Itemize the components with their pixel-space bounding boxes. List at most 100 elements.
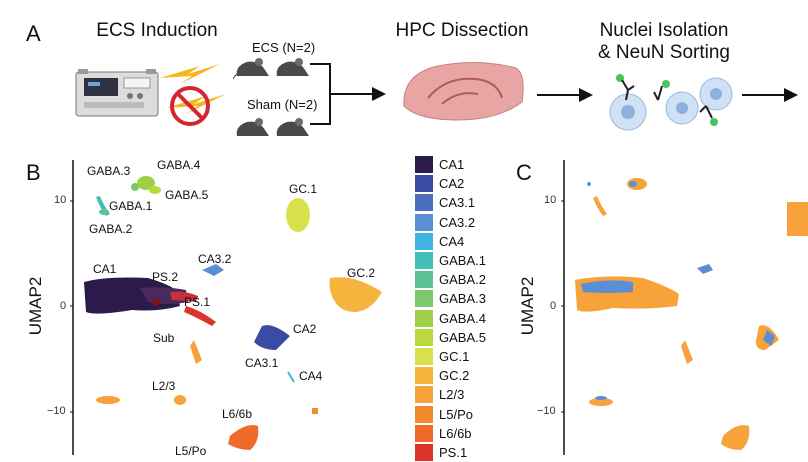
legend-label: GABA.3 xyxy=(439,291,486,307)
legend-label: PS.1 xyxy=(439,445,468,460)
panel-c-letter: C xyxy=(516,160,532,185)
cluster-label-sub: Sub xyxy=(153,331,175,345)
tick-label-b: 10 xyxy=(54,194,67,206)
legend-label: L6/6b xyxy=(439,425,472,441)
cluster-label-ca31: CA3.1 xyxy=(245,356,279,370)
cluster-ca32 xyxy=(202,264,224,276)
cluster-gc2 xyxy=(329,277,382,312)
hpc-dissection-title: HPC Dissection xyxy=(395,20,529,41)
legend-item: CA3.2 xyxy=(415,213,475,232)
cluster-l23 xyxy=(190,340,202,364)
tick-label-b: −10 xyxy=(47,405,66,417)
legend-item: GABA.3 xyxy=(415,289,486,308)
legend-item: GABA.5 xyxy=(415,328,486,347)
tick-label-c: −10 xyxy=(537,405,556,417)
cluster-label-ca1: CA1 xyxy=(93,262,117,276)
cluster-label-gc2: GC.2 xyxy=(347,266,376,280)
legend-swatch xyxy=(415,194,433,212)
legend-item: GC.1 xyxy=(415,347,469,366)
legend-label: CA4 xyxy=(439,233,465,249)
legend-label: GABA.2 xyxy=(439,272,486,288)
legend-item: PS.1 xyxy=(415,443,467,462)
legend-item: CA1 xyxy=(415,155,464,174)
cluster-gaba3 xyxy=(131,183,139,191)
legend-label: CA3.1 xyxy=(439,195,476,211)
legend-label: GABA.5 xyxy=(439,329,486,345)
umap-axis-c xyxy=(561,160,565,455)
legend-label: L5/Po xyxy=(439,406,473,422)
cluster-label-gaba3: GABA.3 xyxy=(87,164,131,178)
hippocampus-illustration xyxy=(403,61,524,121)
legend-swatch xyxy=(415,271,433,289)
legend-swatch xyxy=(415,328,433,346)
cluster-label-ca32: CA3.2 xyxy=(198,252,232,266)
mouse-icon xyxy=(233,58,309,80)
umap-axis-b xyxy=(70,160,74,455)
legend-label: GC.1 xyxy=(439,349,470,364)
cluster-l5po xyxy=(312,408,318,414)
legend-label: CA1 xyxy=(439,157,465,172)
legend-item: CA4 xyxy=(415,232,464,251)
cluster-label-gaba5: GABA.5 xyxy=(165,188,209,202)
neun-sorting-title: & NeuN Sorting xyxy=(597,42,730,63)
legend-item: L2/3 xyxy=(415,385,464,404)
lightning-bolt-icon xyxy=(160,64,226,114)
legend-swatch xyxy=(415,348,433,365)
legend-label: GC.2 xyxy=(439,368,470,384)
legend-swatch xyxy=(415,367,433,385)
arrow-icon xyxy=(537,88,593,102)
cluster-sub xyxy=(152,298,160,306)
merge-bracket xyxy=(310,63,386,125)
legend-label: GABA.4 xyxy=(439,310,486,326)
cluster-gc1 xyxy=(286,198,310,232)
cluster-label-ps2: PS.2 xyxy=(152,270,179,284)
arrow-icon xyxy=(742,88,798,102)
sham-group-label: Sham (N=2) xyxy=(247,97,318,112)
tick-label-c: 10 xyxy=(544,194,557,206)
nuclei-isolation-title: Nuclei Isolation xyxy=(599,20,729,41)
legend-item: CA3.1 xyxy=(415,193,475,212)
nuclei-illustration xyxy=(609,74,733,131)
cluster-gaba4 xyxy=(137,176,155,190)
legend-swatch xyxy=(415,405,433,423)
cluster-ps1 xyxy=(184,306,216,326)
legend-swatch xyxy=(415,386,433,404)
legend-item: GC.2 xyxy=(415,366,469,385)
panel-a-letter: A xyxy=(26,21,41,46)
legend-swatch xyxy=(415,290,433,308)
ecs-group-label: ECS (N=2) xyxy=(252,40,316,55)
tick-label-b: 0 xyxy=(60,300,67,312)
ecs-induction-title: ECS Induction xyxy=(96,20,218,41)
legend-label: GABA.1 xyxy=(439,253,486,268)
cluster-gaba2 xyxy=(99,209,109,215)
ecs-cells xyxy=(575,178,808,450)
legend-swatch xyxy=(415,309,433,327)
legend-swatch xyxy=(415,444,433,461)
legend-item: L5/Po xyxy=(415,405,473,424)
legend-swatch xyxy=(415,424,433,442)
cluster-label-gaba4: GABA.4 xyxy=(157,158,201,172)
sham-cells xyxy=(581,181,775,400)
cluster-ca2 xyxy=(254,325,290,350)
umap2-axis-label-c: UMAP2 xyxy=(518,276,537,336)
panel-b-letter: B xyxy=(26,160,41,185)
umap2-axis-label-b: UMAP2 xyxy=(26,276,45,336)
cluster-l23-b xyxy=(96,396,120,404)
legend-item: GABA.4 xyxy=(415,309,486,328)
cluster-ps2 xyxy=(170,291,198,302)
legend-item: L6/6b xyxy=(415,424,472,443)
cluster-label-gaba2: GABA.2 xyxy=(89,222,133,236)
cluster-label-gc1: GC.1 xyxy=(289,182,318,196)
cluster-label-ca2: CA2 xyxy=(293,322,317,336)
legend-item: GABA.2 xyxy=(415,270,486,289)
cluster-label-l66b: L6/6b xyxy=(222,407,253,421)
prohibition-icon xyxy=(170,86,210,126)
cluster-l66b xyxy=(228,425,259,450)
cluster-label-gaba1: GABA.1 xyxy=(109,199,153,213)
legend-swatch xyxy=(415,175,433,193)
ecs-device-illustration xyxy=(75,69,159,117)
cluster-ca4 xyxy=(287,371,295,383)
cluster-label-ca4: CA4 xyxy=(299,369,323,383)
mouse-icon xyxy=(236,118,309,136)
legend-swatch xyxy=(415,252,433,269)
